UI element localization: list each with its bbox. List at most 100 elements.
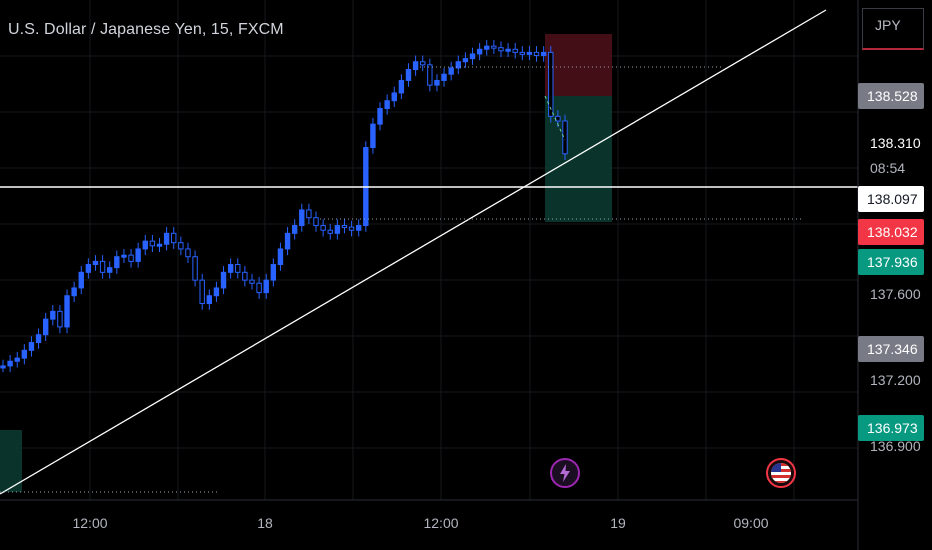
candle-body	[377, 108, 383, 125]
take-profit-zone	[545, 96, 612, 222]
candle-body	[107, 267, 113, 273]
candle-body	[50, 310, 56, 320]
candle-body	[455, 61, 461, 69]
price-tag-green-low-value: 136.973	[867, 420, 918, 436]
candle-body	[235, 264, 241, 273]
candle-body	[256, 282, 262, 294]
price-tag-red: 138.032	[858, 219, 924, 245]
candle-body	[562, 120, 568, 155]
candle-body	[21, 349, 28, 359]
price-tag-green: 137.936	[858, 249, 924, 275]
candle-body	[199, 279, 205, 305]
candle-body	[156, 243, 163, 247]
candle-body	[163, 232, 170, 245]
trend-line	[0, 9, 827, 495]
candle-body	[71, 287, 77, 297]
last-price-value: 138.310	[870, 135, 921, 151]
lightning-icon[interactable]	[550, 458, 580, 488]
candle-body	[334, 225, 341, 234]
candle-body	[441, 73, 447, 81]
y-tick-2: 137.200	[870, 372, 921, 388]
price-tag-stop-value: 138.528	[867, 88, 918, 104]
candle-body	[484, 45, 490, 50]
candle-body	[427, 64, 433, 86]
candle-body	[448, 67, 454, 75]
candle-body	[171, 232, 177, 244]
stop-loss-zone	[545, 34, 612, 96]
candle-body	[213, 287, 220, 297]
candle-body	[206, 295, 213, 305]
x-tick-1: 12:00	[72, 515, 108, 531]
candle-body	[149, 240, 156, 247]
price-tag-hline: 138.097	[858, 186, 924, 212]
candle-body	[7, 360, 13, 367]
candle-body	[178, 242, 184, 250]
chart-title: U.S. Dollar / Japanese Yen, 15, FXCM	[8, 21, 284, 38]
candle-body	[64, 295, 70, 328]
candle-body	[313, 217, 319, 227]
candle-body	[391, 92, 397, 102]
candle-body	[398, 79, 405, 94]
y-tick-3: 136.900	[870, 438, 921, 454]
candle-body	[519, 51, 526, 55]
candle-body	[291, 225, 298, 234]
candle-body	[348, 226, 355, 231]
candle-body	[540, 51, 547, 56]
price-tag-gray-low-value: 137.346	[867, 341, 918, 357]
candle-body	[462, 58, 469, 63]
candle-body	[28, 342, 35, 351]
candle-body	[135, 248, 141, 262]
candle-body	[512, 48, 518, 53]
candle-body	[92, 260, 99, 266]
chart-grid	[0, 0, 858, 500]
candle-body	[284, 232, 291, 250]
countdown-label: 08:54	[870, 160, 905, 176]
candle-body	[242, 271, 248, 281]
candle-body	[192, 256, 198, 281]
candle-body	[227, 264, 234, 273]
price-tag-gray-low: 137.346	[858, 336, 924, 362]
candle-body	[270, 264, 277, 281]
candle-body	[263, 279, 269, 294]
candle-body	[306, 209, 312, 219]
candle-body	[476, 48, 483, 55]
candle-body	[491, 45, 497, 49]
price-tag-green-value: 137.936	[867, 254, 918, 270]
x-tick-4: 19	[610, 515, 626, 531]
candle-body	[526, 51, 533, 55]
x-tick-3: 12:00	[423, 515, 459, 531]
candle-body	[420, 61, 426, 66]
candle-body	[498, 47, 504, 52]
candle-body	[121, 254, 127, 258]
candle-body	[370, 123, 376, 149]
candle-body	[277, 248, 284, 266]
candle-body	[57, 310, 63, 328]
price-tag-green-low: 136.973	[858, 415, 924, 441]
candle-body	[533, 51, 540, 56]
candle-body	[320, 225, 326, 231]
candle-body	[99, 260, 106, 273]
candle-body	[78, 271, 84, 289]
candle-body	[128, 254, 134, 262]
candles	[0, 39, 568, 373]
candle-body	[185, 248, 191, 258]
candle-body	[249, 279, 255, 284]
x-tick-5: 09:00	[733, 515, 769, 531]
candle-body	[14, 357, 20, 362]
candle-body	[341, 225, 348, 229]
y-tick-1: 137.600	[870, 286, 921, 302]
candle-body	[114, 256, 120, 269]
candle-body	[142, 240, 148, 250]
projection-line	[544, 95, 566, 141]
candle-body	[220, 271, 227, 289]
candle-body	[327, 229, 333, 234]
us-flag-icon[interactable]	[766, 458, 796, 488]
candle-body	[505, 48, 511, 52]
currency-button[interactable]: JPY	[862, 8, 924, 50]
candle-body	[0, 365, 6, 369]
currency-label: JPY	[875, 17, 901, 33]
candle-body	[355, 225, 362, 231]
candle-body	[85, 264, 92, 273]
price-tag-red-value: 138.032	[867, 224, 918, 240]
